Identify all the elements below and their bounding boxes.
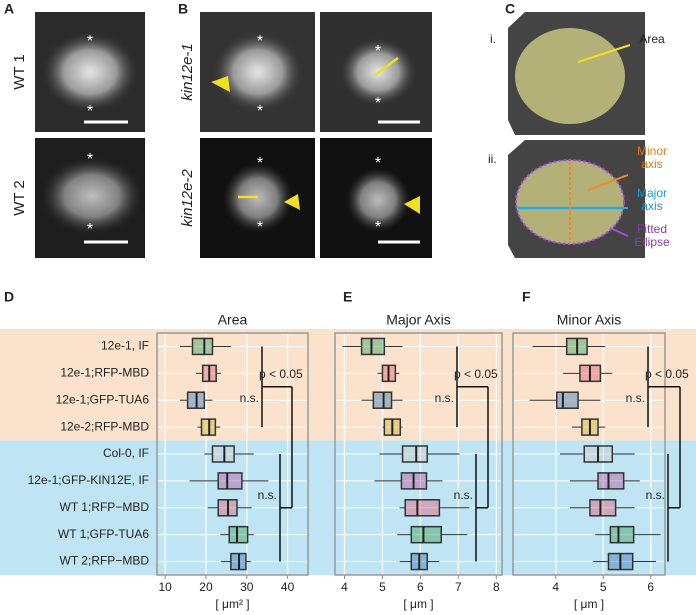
x-tick-label: 6 [417,580,424,594]
box [555,391,579,409]
x-tick-label: 30 [240,580,254,594]
x-tick-label: 40 [281,580,295,594]
image-annotation: axis [641,199,662,213]
box [372,391,393,409]
asterisk: * [87,151,93,168]
y-tick-label: Col-0, IF [103,446,149,460]
box-chart: Minor Axis[ μm ]4 5 6n.s.p < 0.05n.s. [512,312,689,611]
x-tick-label: 4 [552,580,559,594]
box [609,525,635,544]
y-tick-label: 12e-1;RFP-MBD [60,366,149,380]
annotation: p < 0.05 [454,367,498,381]
x-axis-label: [ μm² ] [215,597,249,611]
image-annotation: Major [637,186,667,200]
asterisk: * [375,95,381,112]
box [404,499,441,517]
panel-label: B [178,1,188,17]
y-tick-label: 12e-2;RFP-MBD [60,419,149,433]
image-annotation: Area [639,32,665,46]
row-label: WT 1 [11,54,28,90]
y-tick-label: 12e-1, IF [101,339,149,353]
y-tick-label: 12e-1;GFP-TUA6 [56,392,150,406]
row-label: i. [490,32,496,46]
asterisk: * [87,103,93,120]
asterisk: * [257,33,263,50]
asterisk: * [257,219,263,236]
asterisk: * [87,33,93,50]
annotation: p < 0.05 [259,367,303,381]
box [228,525,249,544]
asterisk: * [375,155,381,172]
annotation: n.s. [435,391,454,405]
annotation: n.s. [240,391,259,405]
x-tick-label: 6 [647,580,654,594]
asterisk: * [257,155,263,172]
x-tick-label: 20 [199,580,213,594]
x-tick-label: 8 [493,580,500,594]
image-annotation: Fitted [637,222,667,236]
box [597,472,625,490]
box-chart: Major Axis[ μm ]4 5 6 7 8n.s.p < 0.05n.s. [334,312,503,611]
row-label: ii. [488,152,497,166]
group-band [0,329,696,441]
chart-title: Area [218,312,248,328]
labels: A B C D E F WT 1 WT 2 kin12e-1 kin12e-2 … [4,1,531,305]
plot-frame [156,332,309,576]
asterisk: * [375,219,381,236]
y-tick-label: WT 2;RFP−MBD [60,554,150,568]
annotation: n.s. [646,488,665,502]
panel-label: F [522,289,531,305]
row-label: WT 2 [11,180,28,216]
annotation: n.s. [258,488,277,502]
plot-frame [334,332,503,576]
box [191,337,214,356]
x-tick-label: 10 [158,580,172,594]
asterisk: * [257,103,263,120]
panel-label: E [343,289,352,305]
box [410,525,443,544]
image-annotation: axis [641,157,662,171]
chart-title: Minor Axis [557,312,622,328]
image-annotation: Ellipse [634,235,670,249]
panel-label: C [505,1,515,17]
annotation: p < 0.05 [645,367,689,381]
chart-title: Major Axis [386,312,451,328]
row-label: kin12e-2 [179,169,196,227]
y-tick-label: WT 1;GFP-TUA6 [58,527,149,541]
panel-label: A [4,1,14,17]
x-tick-label: 7 [455,580,462,594]
panel-label: D [4,289,14,305]
image-annotation: Minor [637,144,667,158]
annotation: n.s. [626,391,645,405]
annotation: n.s. [454,488,473,502]
x-tick-label: 4 [341,580,348,594]
micrographs [35,12,645,258]
asterisk: * [375,43,381,60]
row-label: kin12e-1 [179,43,196,101]
x-tick-label: 5 [600,580,607,594]
box-chart: Area [ μm² ] 10 20 30 40 12e-1, IF 12e-1;RFP-MB… [28,312,309,611]
plot-frame [512,332,666,576]
y-tick-label: WT 1;RFP−MBD [60,500,150,514]
box [401,445,428,463]
box [217,472,243,490]
box [589,499,617,517]
box [211,445,235,463]
asterisk: * [87,221,93,238]
x-axis-label: [ μm ] [574,597,604,611]
y-tick-label: 12e-1;GFP-KIN12E, IF [28,473,149,487]
x-tick-label: 5 [379,580,386,594]
box [360,337,386,356]
x-axis-label: [ μm ] [403,597,433,611]
